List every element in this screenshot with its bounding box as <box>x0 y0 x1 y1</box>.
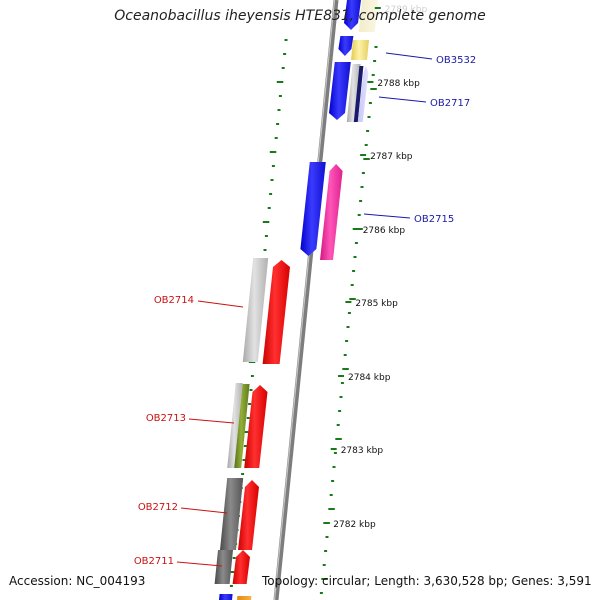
gene-arrow-red <box>232 550 250 584</box>
gene-block-yellow <box>351 40 369 60</box>
gene-label-ob2717: OB2717 <box>430 98 470 109</box>
callout-line <box>188 418 235 424</box>
callout-line <box>180 507 228 514</box>
gene-block-pale <box>358 0 378 32</box>
kbp-tick-label: 2783 kbp <box>341 446 384 456</box>
kbp-tick-label: 2785 kbp <box>355 299 398 309</box>
gene-label-ob2712: OB2712 <box>138 502 178 513</box>
gene-block-navy <box>353 66 364 122</box>
topology-text: Topology: circular; Length: 3,630,528 bp… <box>262 574 592 588</box>
callout-line <box>176 561 223 567</box>
gene-features <box>214 0 378 600</box>
gene-label-callouts: OB3532 OB2717 OB2715 OB2714 OB2713 OB2712 OB27… <box>134 52 476 567</box>
gene-arrow-blue <box>300 162 326 256</box>
backbone-highlight <box>273 0 336 600</box>
gene-block-grey <box>242 258 269 362</box>
callout-line <box>378 96 427 103</box>
callout-line <box>197 300 244 308</box>
gene-block-blue <box>219 594 233 600</box>
backbone-line <box>273 0 339 600</box>
callout-line <box>363 213 411 219</box>
gene-arrow-blue <box>338 36 354 56</box>
gene-label-ob2714: OB2714 <box>154 295 194 306</box>
kbp-tick-label: 2788 kbp <box>377 79 420 89</box>
gene-arrow-red <box>244 385 268 468</box>
gene-arrow-blue <box>344 0 361 30</box>
gene-block-orange <box>237 596 252 600</box>
gene-label-ob3532: OB3532 <box>436 55 476 66</box>
callout-line <box>385 52 433 60</box>
accession-text: Accession: NC_004193 <box>9 574 146 588</box>
kbp-tick-label: 2784 kbp <box>348 373 391 383</box>
gene-block-grey <box>346 64 361 122</box>
map-title: Oceanobacillus iheyensis HTE831, complet… <box>114 8 486 24</box>
gene-arrow-blue <box>329 62 351 120</box>
gene-arrow-red <box>238 480 259 550</box>
gene-label-ob2715: OB2715 <box>414 214 454 225</box>
gene-arrow-paleblue <box>357 66 369 122</box>
gene-label-ob2711: OB2711 <box>134 556 174 567</box>
kbp-tick-label: 2787 kbp <box>370 152 413 162</box>
gene-arrow-red <box>262 260 290 364</box>
gene-label-ob2713: OB2713 <box>146 413 186 424</box>
gene-block-dark <box>220 478 244 550</box>
genome-backbone <box>273 0 339 600</box>
kbp-tick-label: 2782 kbp <box>333 520 376 530</box>
gene-block-grey <box>227 383 243 468</box>
gene-arrow-magenta <box>320 164 343 260</box>
gene-block-olive <box>234 384 250 468</box>
gene-block-dark <box>214 550 233 584</box>
kbp-tick-labels: 2789 kbp 2788 kbp 2787 kbp 2786 kbp 2785 kbp… <box>323 5 427 530</box>
kbp-tick-label: 2786 kbp <box>363 226 406 236</box>
kbp-tick-label: 2789 kbp <box>385 5 428 15</box>
